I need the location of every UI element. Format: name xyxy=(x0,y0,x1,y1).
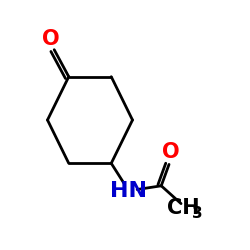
Text: HN: HN xyxy=(110,181,147,201)
Text: O: O xyxy=(162,142,180,162)
Text: CH: CH xyxy=(168,198,200,218)
Text: O: O xyxy=(42,29,60,49)
Text: 3: 3 xyxy=(192,206,203,221)
